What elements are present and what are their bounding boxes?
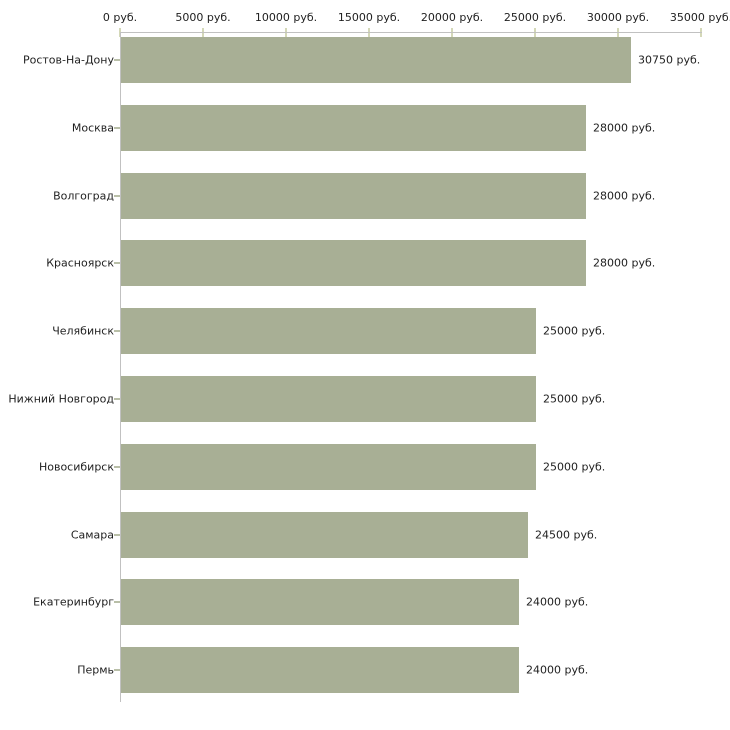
bar [121,240,586,287]
x-axis-tick-label: 25000 руб. [503,11,567,24]
y-axis-tick-mark [114,533,120,536]
bar [121,376,536,422]
y-axis-tick-mark [114,262,120,265]
bar [121,579,519,626]
y-axis-tick-mark [114,59,120,61]
y-axis-tick-mark [114,669,120,672]
value-label: 28000 руб. [593,121,656,135]
y-axis-tick-mark [114,398,120,400]
value-label: 25000 руб. [543,324,606,338]
category-label: Новосибирск [38,460,114,474]
category-label: Пермь [77,663,114,677]
value-label: 28000 руб. [593,189,656,203]
category-label: Екатеринбург [33,595,114,609]
bar [121,172,586,219]
value-label: 28000 руб. [593,256,656,270]
x-axis-tick-label: 30000 руб. [586,11,650,24]
value-label: 25000 руб. [543,392,606,406]
bar [121,104,586,151]
category-label: Самара [70,528,114,542]
category-label: Москва [71,121,114,135]
x-axis-tick-label: 20000 руб. [420,11,484,24]
value-label: 24500 руб. [535,528,598,542]
x-axis-tick-label: 0 руб. [102,11,138,24]
x-axis-tick-label: 10000 руб. [254,11,318,24]
category-label: Красноярск [46,256,114,270]
category-label: Нижний Новгород [8,392,114,406]
category-label: Волгоград [53,189,114,203]
bar [121,443,536,490]
bar [121,37,631,83]
x-axis-tick-label: 35000 руб. [669,11,730,24]
y-axis-tick-mark [114,465,120,468]
bar [121,511,528,558]
value-label: 30750 руб. [638,53,701,67]
y-axis-tick-mark [114,330,120,333]
y-axis-tick-mark [114,126,120,129]
x-axis-line [120,32,702,33]
category-label: Ростов-На-Дону [22,53,114,67]
y-axis-line [120,32,121,702]
value-label: 25000 руб. [543,460,606,474]
x-axis-tick-label: 5000 руб. [175,11,231,24]
bar [121,647,519,694]
bar [121,308,536,355]
y-axis-tick-mark [114,601,120,604]
category-label: Челябинск [52,324,114,338]
value-label: 24000 руб. [526,663,589,677]
y-axis-tick-mark [114,194,120,197]
x-axis-tick-label: 15000 руб. [337,11,401,24]
value-label: 24000 руб. [526,595,589,609]
